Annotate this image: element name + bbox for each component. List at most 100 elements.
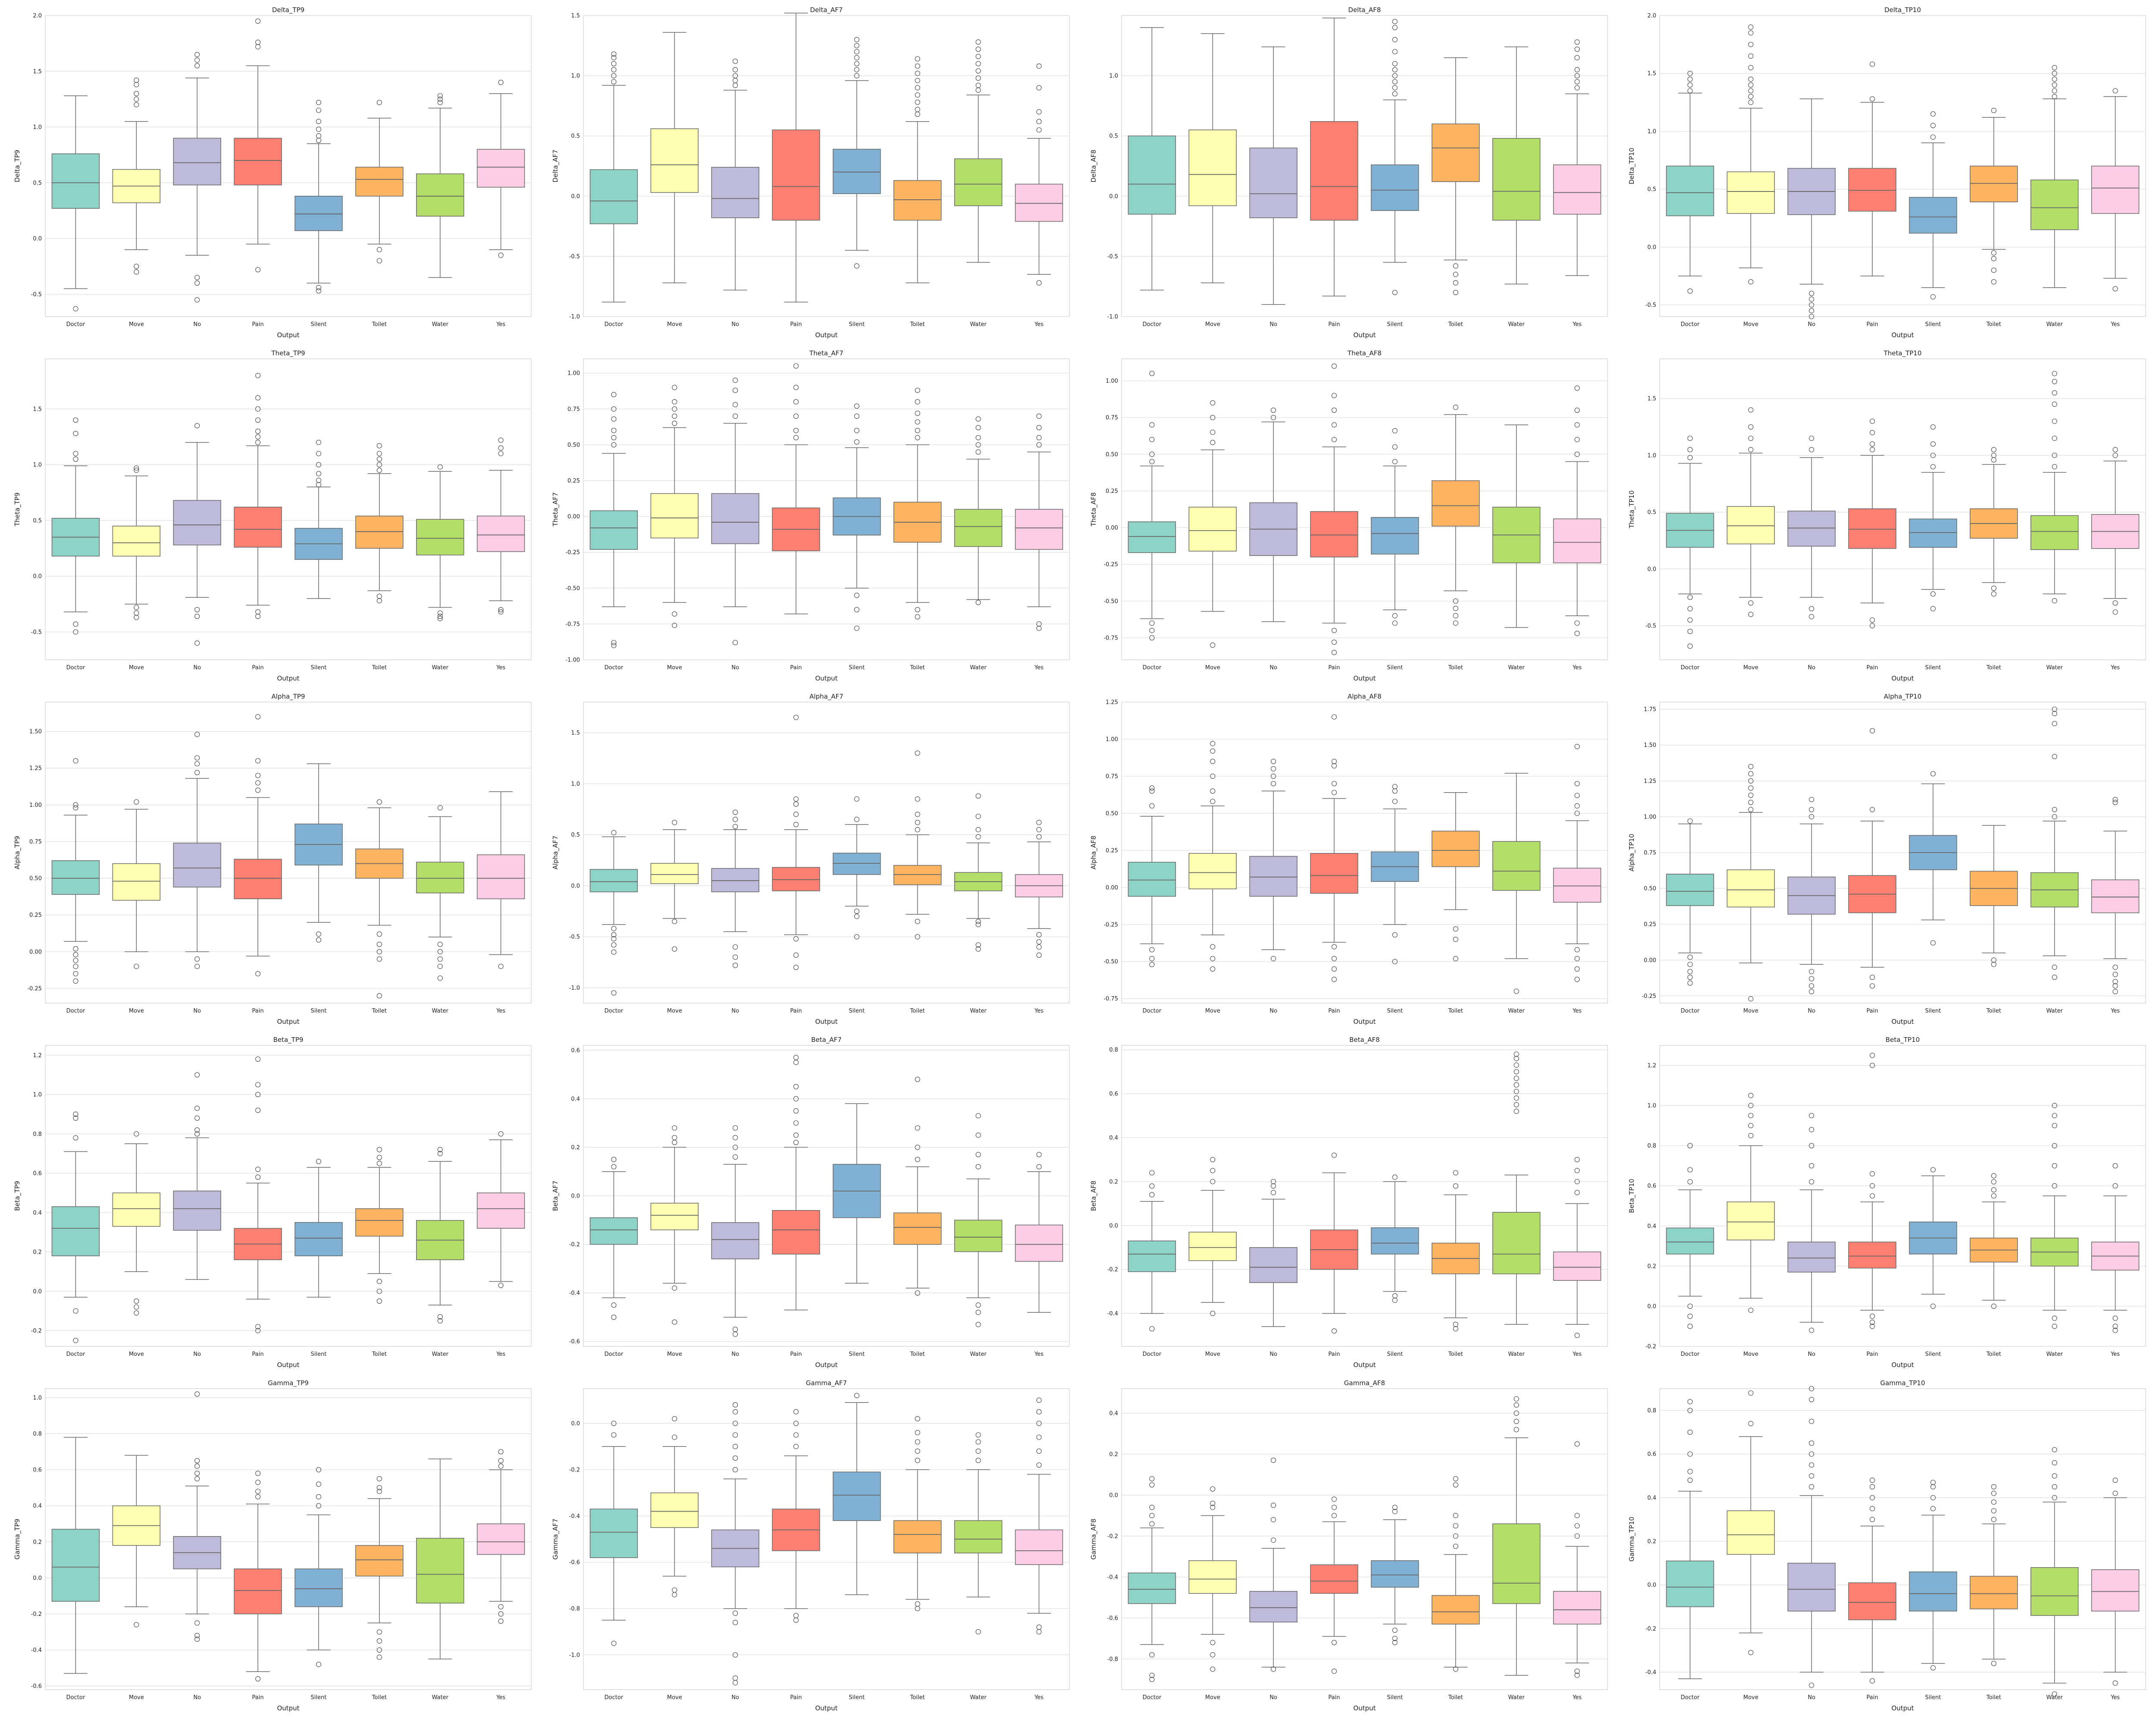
outlier-point [1574, 73, 1580, 78]
x-axis-label: Output [1353, 1704, 1376, 1712]
x-tick-label: Water [970, 1351, 987, 1358]
y-tick-label: 1.00 [29, 802, 42, 809]
x-tick-label: Toilet [372, 321, 387, 328]
outlier-point [1687, 1179, 1693, 1185]
box-water [1492, 46, 1541, 285]
outlier-point [255, 18, 261, 24]
y-tick-label: 1.25 [1644, 778, 1656, 784]
subplot-title: Theta_AF7 [809, 349, 843, 358]
y-tick-label: 0.8 [33, 1131, 42, 1138]
outlier-point [194, 1105, 200, 1111]
outlier-point [1870, 1053, 1875, 1058]
outlier-point [1210, 1168, 1216, 1173]
outlier-point [1809, 1143, 1814, 1148]
iqr-box [1188, 1232, 1237, 1261]
y-tick-label: -0.5 [31, 292, 42, 298]
outlier-point [1748, 785, 1754, 791]
outlier-point [1687, 1167, 1693, 1173]
outlier-point [376, 1147, 382, 1152]
iqr-box [1727, 869, 1775, 908]
outlier-point [1036, 834, 1042, 840]
outlier-point [975, 1439, 981, 1445]
outlier-point [733, 640, 738, 646]
outlier-point [255, 267, 261, 273]
x-tick-label: No [731, 1008, 739, 1014]
x-tick-label: No [1269, 321, 1277, 328]
outlier-point [1453, 1513, 1458, 1518]
iqr-box [1727, 171, 1775, 214]
outlier-point [1991, 256, 1996, 261]
outlier-point [376, 1485, 382, 1490]
x-tick-label: No [731, 321, 739, 328]
x-tick-label: Toilet [1448, 1694, 1463, 1701]
box-pain [1848, 418, 1896, 629]
outlier-point [1687, 617, 1693, 623]
outlier-point [376, 598, 382, 604]
x-tick-label: Water [432, 321, 448, 328]
x-tick-label: Doctor [605, 1008, 624, 1014]
box-no [1787, 98, 1836, 320]
outlier-point [1930, 1484, 1936, 1490]
outlier-point [793, 435, 799, 440]
y-tick-label: -0.2 [1645, 1626, 1656, 1632]
box-no [711, 377, 759, 646]
plot-frame [583, 702, 1070, 1004]
outlier-point [1574, 386, 1580, 391]
outlier-point [1870, 1320, 1875, 1325]
box-move [650, 385, 699, 628]
outlier-point [1748, 82, 1754, 88]
outlier-point [915, 1448, 920, 1454]
iqr-box [954, 1220, 1003, 1252]
outlier-point [1392, 932, 1398, 938]
outlier-point [2052, 975, 2057, 980]
iqr-box [234, 859, 282, 900]
x-tick-label: Pain [1867, 1694, 1878, 1701]
outlier-point [1514, 1427, 1519, 1433]
box-no [173, 731, 221, 969]
box-doctor [51, 417, 100, 635]
y-tick-label: 0.5 [1647, 186, 1656, 193]
outlier-point [854, 413, 859, 419]
outlier-point [1332, 640, 1337, 645]
outlier-point [2052, 401, 2057, 407]
subplot-beta-af7: Beta_AF7 -0.6 -0.4 -0.2 0.0 0.2 0.4 0.6 Beta_AF7… [552, 1036, 1070, 1369]
box-water [954, 793, 1003, 952]
box-silent [1371, 19, 1419, 295]
y-tick-label: -1.0 [569, 314, 580, 320]
outlier-point [1149, 788, 1155, 794]
outlier-point [1930, 1506, 1936, 1512]
y-tick-label: -0.6 [1107, 1615, 1118, 1622]
x-tick-label: Water [1508, 665, 1525, 671]
outlier-point [854, 909, 859, 914]
outlier-point [255, 1471, 261, 1476]
outlier-point [376, 467, 382, 473]
outlier-point [437, 1318, 443, 1324]
y-tick-label: 1.25 [1106, 699, 1118, 706]
outlier-point [1036, 625, 1042, 631]
outlier-point [134, 1131, 139, 1137]
outlier-point [793, 812, 799, 817]
outlier-point [134, 1622, 139, 1628]
outlier-point [1332, 976, 1337, 982]
x-tick-label: Silent [1925, 665, 1941, 671]
outlier-point [1991, 1499, 1996, 1505]
outlier-point [915, 419, 920, 425]
outlier-point [1574, 1523, 1580, 1529]
outlier-point [1809, 807, 1814, 812]
outlier-point [316, 1662, 321, 1667]
outlier-point [1271, 1183, 1276, 1189]
iqr-box [51, 1206, 100, 1256]
x-tick-label: Toilet [910, 1351, 925, 1358]
x-axis-label: Output [277, 1361, 299, 1369]
outlier-point [793, 952, 799, 958]
box-no [173, 1072, 221, 1280]
plot-frame [45, 358, 532, 660]
outlier-point [1809, 1179, 1814, 1185]
outlier-point [1748, 1093, 1754, 1098]
outlier-point [1574, 1190, 1580, 1195]
outlier-point [316, 471, 321, 477]
y-tick-label: -0.2 [1645, 1344, 1656, 1350]
outlier-point [194, 963, 200, 969]
outlier-point [1991, 586, 1996, 591]
box-pain [1310, 714, 1358, 982]
